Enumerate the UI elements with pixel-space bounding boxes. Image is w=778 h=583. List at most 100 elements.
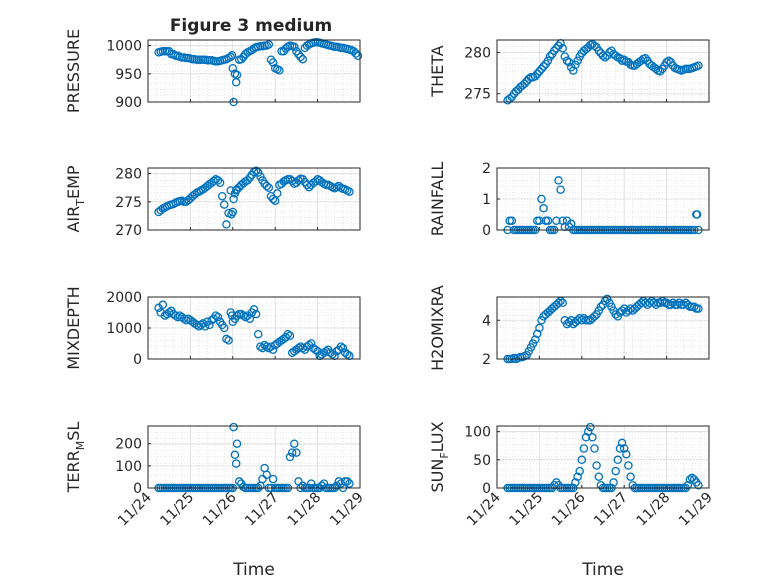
- panel-mixdepth: 0 1000 2000 MIXDEPTH: [64, 286, 361, 370]
- data-point: [237, 54, 246, 64]
- data-point: [264, 183, 274, 192]
- data-point: [535, 67, 544, 76]
- data-point: [689, 302, 699, 311]
- y-tick-label: 2000: [106, 290, 142, 306]
- data-point: [211, 311, 221, 320]
- data-point: [253, 329, 263, 339]
- data-point: [336, 342, 346, 351]
- data-point: [558, 44, 567, 53]
- data-point: [234, 477, 244, 486]
- y-tick-label: 0: [133, 352, 142, 368]
- data-point: [239, 178, 248, 188]
- y-tick-label: 280: [464, 45, 491, 61]
- y-tick-label: 0: [482, 481, 491, 497]
- data-point: [666, 300, 676, 310]
- data-point: [579, 444, 589, 453]
- data-point: [554, 41, 563, 51]
- axes-box: [147, 425, 361, 489]
- data-point: [285, 452, 295, 462]
- y-tick-label: 0: [482, 223, 491, 239]
- data-point: [207, 316, 216, 325]
- panel-air-temp: 270 275 280 AIRTEMP: [64, 165, 361, 239]
- y-label-subscript: M: [74, 441, 87, 451]
- y-tick-label: 1000: [106, 321, 142, 337]
- data-point: [624, 461, 633, 470]
- y-tick-label: 275: [464, 87, 491, 103]
- data-point: [220, 200, 229, 209]
- data-point: [262, 181, 271, 191]
- data-point: [613, 455, 623, 465]
- data-point: [692, 210, 702, 219]
- data-point: [537, 194, 546, 204]
- data-point: [537, 64, 546, 74]
- data-point: [533, 69, 542, 79]
- data-point: [290, 42, 299, 52]
- data-point: [600, 53, 610, 62]
- data-point: [228, 207, 238, 217]
- data-point: [636, 56, 646, 65]
- data-point: [611, 466, 620, 476]
- data-point: [651, 64, 661, 74]
- y-label-part: EMP: [64, 165, 83, 199]
- data-point: [562, 56, 572, 65]
- data-point: [229, 422, 238, 432]
- data-point: [275, 66, 284, 75]
- data-point: [283, 329, 293, 339]
- data-point: [351, 49, 361, 58]
- y-label-part: LUX: [428, 421, 447, 452]
- data-point: [596, 302, 606, 311]
- data-point: [264, 40, 274, 49]
- data-point: [575, 466, 584, 476]
- x-axis-label: Time: [232, 560, 275, 580]
- data-point: [655, 67, 665, 76]
- data-point: [311, 177, 320, 186]
- data-point: [530, 335, 540, 344]
- data-point: [343, 350, 352, 359]
- data-point: [569, 66, 578, 75]
- data-point: [592, 461, 601, 470]
- data-point: [549, 46, 559, 55]
- data-point: [232, 185, 242, 194]
- panel-pressure: 900 950 1000 PRESSURE: [64, 29, 363, 113]
- data-point: [158, 300, 168, 310]
- y-axis-label: RAINFALL: [428, 162, 447, 237]
- data-point: [518, 81, 527, 90]
- panel-theta: 275 280 THETA: [428, 39, 710, 105]
- data-point: [594, 472, 604, 481]
- y-tick-label: 950: [115, 67, 142, 83]
- data-point: [334, 181, 344, 191]
- data-point: [268, 474, 278, 484]
- y-tick-label: 2: [482, 352, 491, 368]
- y-label-subscript: T: [74, 199, 87, 207]
- data-point: [649, 298, 659, 308]
- data-point: [694, 480, 703, 490]
- data-point: [583, 427, 593, 436]
- data-point: [641, 53, 650, 63]
- data-point: [285, 175, 295, 184]
- data-point: [228, 63, 238, 73]
- data-point: [552, 216, 561, 225]
- y-axis-label: AIRTEMP: [64, 165, 87, 232]
- y-axis-label: PRESSURE: [64, 29, 83, 113]
- data-point: [319, 479, 329, 488]
- data-point: [577, 455, 587, 465]
- data-point: [334, 477, 344, 486]
- data-point: [268, 194, 278, 204]
- data-point: [664, 56, 673, 65]
- data-point: [232, 311, 242, 320]
- data-point: [535, 323, 544, 333]
- data-point: [605, 48, 614, 57]
- data-point: [573, 56, 582, 65]
- data-point: [306, 479, 316, 488]
- y-axis-label: THETA: [428, 45, 447, 97]
- y-axis-label: SUNFLUX: [428, 421, 451, 492]
- data-point: [156, 206, 165, 215]
- data-point: [241, 49, 250, 59]
- data-point: [290, 439, 299, 448]
- y-tick-label: 270: [115, 223, 142, 239]
- data-point: [287, 448, 297, 457]
- data-point: [543, 216, 553, 225]
- data-point: [231, 459, 241, 468]
- data-point: [304, 182, 314, 192]
